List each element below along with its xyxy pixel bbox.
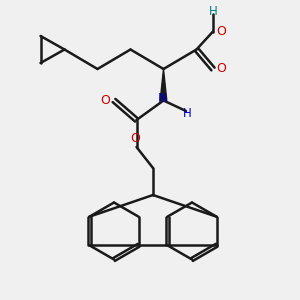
Text: O: O xyxy=(217,62,226,76)
Text: H: H xyxy=(208,5,217,19)
Text: H: H xyxy=(183,107,192,120)
Text: O: O xyxy=(217,25,226,38)
Polygon shape xyxy=(160,69,167,100)
Text: O: O xyxy=(130,131,140,145)
Text: N: N xyxy=(157,92,167,106)
Text: O: O xyxy=(101,94,110,107)
